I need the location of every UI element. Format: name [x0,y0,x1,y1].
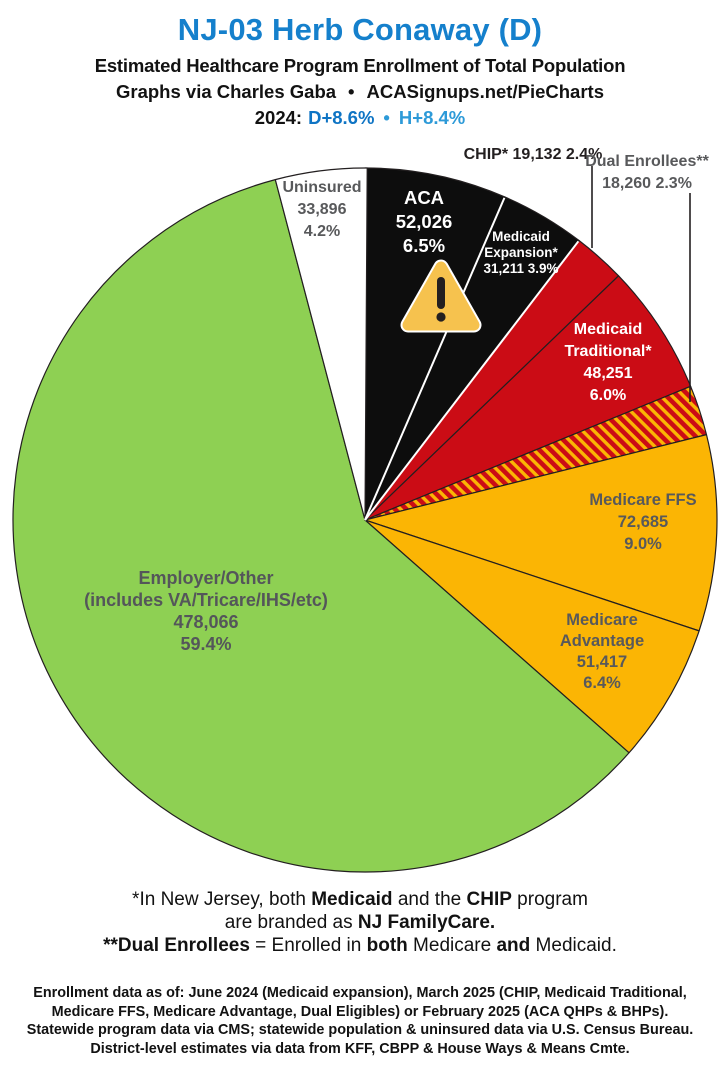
pie-slice-medicare-advantage [364,519,700,754]
footnote-text-run: Medicaid. [530,935,617,956]
warning-triangle-icon [400,259,482,333]
data-source-block: Enrollment data as of: June 2024 (Medica… [14,984,705,1058]
footnote-text-run: and the [392,889,467,910]
footnote-text-run: and [496,935,531,956]
credit-bullet-icon: • [348,81,355,102]
footnote-text-run: are branded as [224,912,358,933]
partisan-h-lean: H+8.4% [398,107,466,128]
footnote-text-run: **Dual Enrollees [103,935,250,956]
pie-wedges [12,167,718,873]
pie-slice-medicare-ffs [364,434,718,632]
footnote-text-run: = Enrolled in [249,935,367,956]
partisan-lean-line: 2024: D+8.6% • H+8.4% [0,107,720,129]
partisan-bullet-icon: • [383,107,390,128]
white-separator-line [364,197,506,521]
footnote-line: *In New Jersey, both Medicaid and the CH… [0,888,720,911]
pie-slice-aca [364,167,506,521]
pie-slice-uninsured [274,167,368,521]
credit-line: Graphs via Charles Gaba • ACASignups.net/P… [0,81,720,103]
footnote-block: *In New Jersey, both Medicaid and the CH… [0,888,720,957]
source-line: Enrollment data as of: June 2024 (Medica… [33,984,687,1001]
source-line: Statewide program data via CMS; statewid… [26,1021,694,1038]
footnote-text-run: both [366,935,408,956]
page-title: NJ-03 Herb Conaway (D) [177,12,543,47]
chart-subtitle: Estimated Healthcare Program Enrollment … [94,55,626,76]
footnote-text-run: CHIP [466,889,512,910]
footnote-line: **Dual Enrollees = Enrolled in both Medi… [0,934,720,957]
pie-slice-employer-other-includes-va-tricare-ihs-etc [12,179,630,873]
footnote-line: are branded as NJ FamilyCare. [0,911,720,934]
footnote-text-run: program [511,889,588,910]
footnote-text-run: NJ FamilyCare. [357,912,496,933]
source-line: District-level estimates via data from K… [90,1039,630,1057]
footnote-text-run: Medicaid [311,889,393,910]
partisan-year: 2024: [254,107,303,128]
credit-site-link[interactable]: ACASignups.net/PieCharts [366,81,604,102]
callout-lines [591,166,691,402]
source-line: Medicare FFS, Medicare Advantage, Dual E… [51,1002,669,1020]
footnote-text-run: Medicare [407,935,497,956]
partisan-d-lean: D+8.6% [308,107,375,128]
pie-chart [12,166,718,873]
pie-white-separators [364,197,580,521]
footnote-text-run: *In New Jersey, both [132,889,312,910]
white-separator-line [364,240,580,521]
credit-author: Graphs via Charles Gaba [116,81,337,102]
